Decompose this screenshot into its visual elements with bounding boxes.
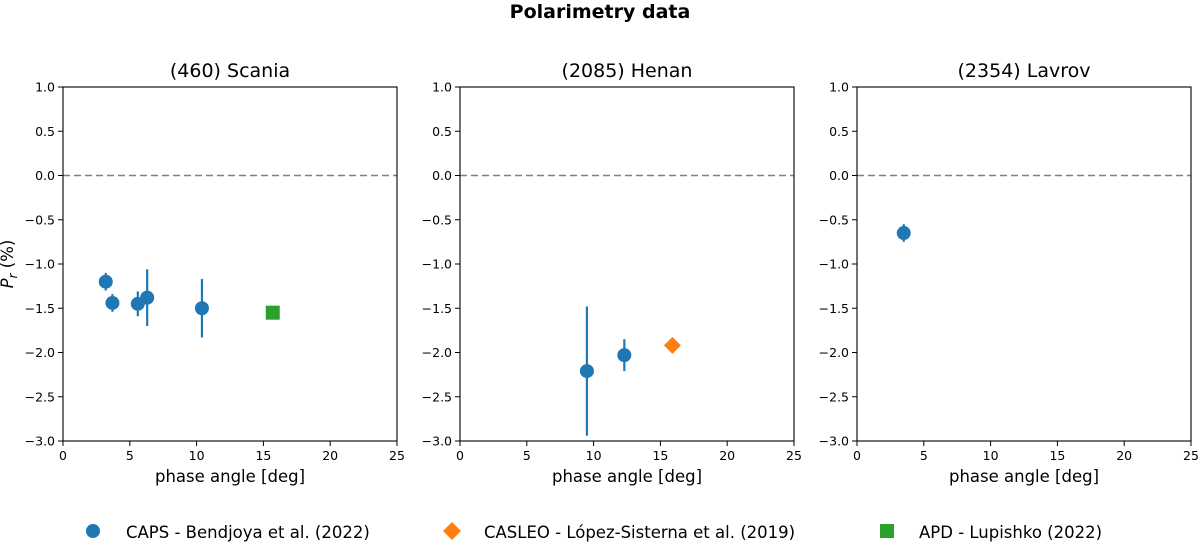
chart-panel-1: (460) Scania 0 5 10 15 20 25 1.0 0.5 0.0 −0.5 −1.0 −…: [0, 60, 405, 486]
x-tick-label: 0: [456, 448, 464, 463]
y-tick-label: −1.5: [819, 301, 849, 316]
y-tick-label: −1.0: [819, 257, 849, 272]
panel-title: (2354) Lavrov: [958, 60, 1091, 82]
x-tick-label: 5: [920, 448, 928, 463]
legend-marker-circle: [86, 524, 100, 538]
y-tick-label: −3.0: [819, 434, 849, 449]
y-tick-label: −0.5: [422, 212, 452, 227]
y-tick-label: −2.0: [819, 345, 849, 360]
y-tick-label: −2.0: [25, 345, 55, 360]
data-point-circle: [617, 348, 632, 363]
axes-frame: [459, 86, 795, 442]
axes-frame: [62, 86, 398, 442]
x-tick-label: 10: [983, 448, 999, 463]
legend-label-casleo: CASLEO - López-Sisterna et al. (2019): [484, 523, 795, 542]
y-tick-label: 1.0: [432, 80, 452, 95]
y-tick-label: 0.5: [35, 124, 55, 139]
y-tick-label: 0.0: [432, 168, 452, 183]
chart-panel-3: (2354) Lavrov 0 5 10 15 20 25 1.0 0.5 0.0 −0.5 −1.0…: [819, 60, 1199, 486]
data-point-square: [265, 305, 280, 320]
legend: CAPS - Bendjoya et al. (2022) CASLEO - L…: [86, 522, 1102, 542]
legend-entry-caps: CAPS - Bendjoya et al. (2022): [86, 523, 370, 542]
y-tick-label: 0.5: [432, 124, 452, 139]
x-tick-label: 15: [255, 448, 271, 463]
data-point-circle: [194, 301, 209, 316]
x-tick-label: 0: [853, 448, 861, 463]
x-tick-label: 5: [126, 448, 134, 463]
panel-title: (460) Scania: [170, 60, 290, 82]
y-tick-label: −1.0: [25, 257, 55, 272]
panels: (460) Scania 0 5 10 15 20 25 1.0 0.5 0.0 −0.5 −1.0 −…: [0, 60, 1199, 486]
y-tick-label: −3.0: [25, 434, 55, 449]
x-tick-label: 5: [523, 448, 531, 463]
figure-title: Polarimetry data: [510, 1, 691, 23]
x-tick-label: 0: [59, 448, 67, 463]
y-tick-label: −2.5: [422, 389, 452, 404]
y-tick-label: 0.5: [829, 124, 849, 139]
legend-label-caps: CAPS - Bendjoya et al. (2022): [126, 523, 370, 542]
y-tick-label: −2.0: [422, 345, 452, 360]
x-tick-label: 15: [1049, 448, 1065, 463]
y-tick-label: −2.5: [25, 389, 55, 404]
x-tick-label: 20: [1116, 448, 1132, 463]
y-tick-label: −1.0: [422, 257, 452, 272]
data-point-diamond: [663, 336, 681, 354]
x-axis-label: phase angle [deg]: [552, 467, 702, 486]
x-axis-label: phase angle [deg]: [949, 467, 1099, 486]
y-tick-label: −3.0: [422, 434, 452, 449]
y-tick-label: −2.5: [819, 389, 849, 404]
x-tick-label: 20: [719, 448, 735, 463]
y-tick-label: −1.5: [422, 301, 452, 316]
x-tick-label: 10: [586, 448, 602, 463]
y-tick-label: 0.0: [35, 168, 55, 183]
legend-entry-casleo: CASLEO - López-Sisterna et al. (2019): [443, 522, 795, 542]
data-point-circle: [896, 226, 911, 241]
data-point-circle: [579, 364, 594, 379]
axes-frame: [856, 86, 1192, 442]
data-point-circle: [140, 290, 155, 305]
y-tick-label: 0.0: [829, 168, 849, 183]
data-point-circle: [105, 295, 120, 310]
y-axis-label: Pr (%): [0, 240, 20, 289]
legend-label-apd: APD - Lupishko (2022): [919, 523, 1102, 542]
y-tick-label: −0.5: [25, 212, 55, 227]
x-axis-label: phase angle [deg]: [155, 467, 305, 486]
legend-entry-apd: APD - Lupishko (2022): [880, 523, 1102, 542]
chart-panel-2: (2085) Henan 0 5 10 15 20 25 1.0 0.5 0.0 −0.5 −1.0 −…: [422, 60, 802, 486]
legend-marker-square: [880, 524, 894, 538]
y-tick-label: −0.5: [819, 212, 849, 227]
x-tick-label: 25: [786, 448, 802, 463]
x-tick-label: 15: [652, 448, 668, 463]
x-tick-label: 20: [322, 448, 338, 463]
y-tick-label: 1.0: [829, 80, 849, 95]
x-tick-label: 25: [1183, 448, 1199, 463]
panel-title: (2085) Henan: [562, 60, 693, 82]
y-tick-label: 1.0: [35, 80, 55, 95]
y-tick-label: −1.5: [25, 301, 55, 316]
data-point-circle: [98, 274, 113, 289]
x-tick-label: 10: [189, 448, 205, 463]
x-tick-label: 25: [389, 448, 405, 463]
legend-marker-diamond: [443, 522, 461, 540]
